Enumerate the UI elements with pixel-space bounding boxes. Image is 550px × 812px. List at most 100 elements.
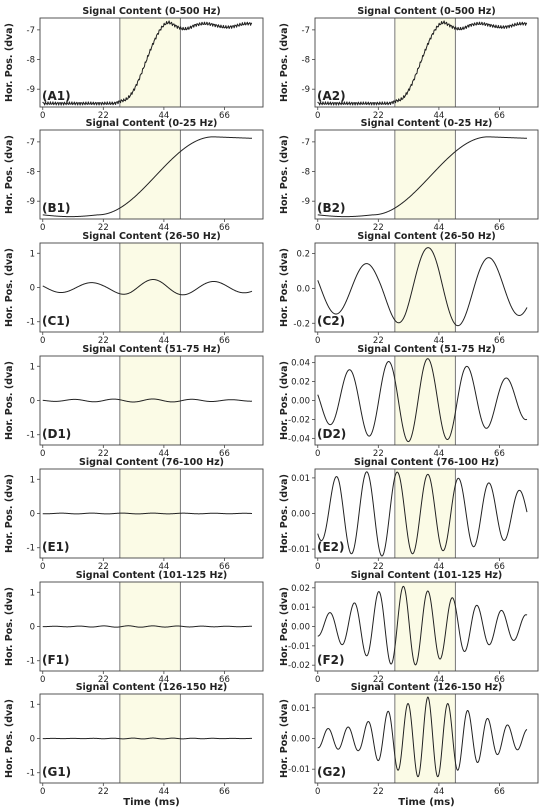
x-tick-label: 22 [373, 111, 384, 121]
x-tick-label: 0 [315, 675, 320, 685]
y-axis-label: Hor. Pos. (dva) [279, 23, 290, 102]
x-tick-label: 22 [98, 449, 109, 459]
panel-title: Signal Content (0-25 Hz) [361, 118, 493, 129]
plot-frame [39, 129, 264, 220]
shaded-interval [119, 243, 181, 332]
x-tick-label: 0 [40, 336, 45, 346]
x-tick-label: 44 [158, 111, 169, 121]
y-tick-label: 1 [30, 588, 35, 598]
x-axis-label: Time (ms) [123, 797, 179, 808]
shaded-interval [394, 356, 456, 445]
x-tick-label: 44 [158, 223, 169, 233]
x-tick-label: 22 [98, 562, 109, 572]
panel-f1: Signal Content (101-125 Hz) Hor. Pos. (dv… [4, 570, 264, 685]
panel-a2: Signal Content (0-500 Hz) Hor. Pos. (dva)… [279, 6, 539, 121]
y-tick-label: -8 [27, 56, 35, 66]
y-tick-label: -1 [27, 431, 35, 441]
x-tick-label: 44 [433, 111, 444, 121]
x-tick-label: 66 [219, 449, 230, 459]
panel-label: (G1) [42, 765, 71, 779]
panel-c1: Signal Content (26-50 Hz) Hor. Pos. (dva)… [4, 231, 264, 346]
y-axis-label: Hor. Pos. (dva) [4, 699, 15, 778]
y-tick-label: 0 [30, 397, 35, 407]
x-tick-label: 22 [373, 787, 384, 797]
y-axis-label: Hor. Pos. (dva) [4, 23, 15, 102]
panel-label: (D1) [42, 427, 71, 441]
x-tick-label: 0 [315, 223, 320, 233]
x-tick-label: 66 [494, 336, 505, 346]
y-axis-label: Hor. Pos. (dva) [279, 474, 290, 553]
x-axis-label: Time (ms) [398, 797, 454, 808]
y-tick-label: -8 [27, 168, 35, 178]
signal-line [42, 625, 253, 628]
y-tick-label: -0.04 [288, 434, 310, 444]
x-tick-label: 44 [433, 449, 444, 459]
panel-label: (D2) [317, 427, 346, 441]
x-tick-label: 66 [494, 449, 505, 459]
x-tick-label: 44 [433, 787, 444, 797]
y-axis-label: Hor. Pos. (dva) [4, 361, 15, 440]
panel-label: (F1) [42, 653, 70, 667]
plot-frame [314, 129, 539, 220]
shaded-interval [119, 18, 181, 107]
panel-label: (E1) [42, 540, 70, 554]
panel-label: (B2) [317, 201, 345, 215]
y-tick-label: 1 [30, 249, 35, 259]
y-tick-label: 0.01 [291, 704, 310, 714]
signal-line [317, 136, 528, 218]
x-tick-label: 44 [158, 787, 169, 797]
x-tick-label: 44 [433, 223, 444, 233]
y-tick-label: 1 [30, 475, 35, 485]
y-tick-label: -0.01 [288, 545, 310, 555]
y-tick-label: 0.04 [291, 359, 310, 369]
y-tick-label: -0.02 [288, 415, 310, 425]
panel-f2: Signal Content (101-125 Hz) Hor. Pos. (dv… [279, 570, 539, 685]
y-tick-label: 0.00 [291, 735, 310, 745]
y-tick-label: -9 [302, 85, 310, 95]
x-tick-label: 44 [433, 336, 444, 346]
panel-label: (A2) [317, 89, 346, 103]
x-tick-label: 44 [158, 449, 169, 459]
plot-frame [314, 17, 539, 108]
y-tick-label: -1 [27, 657, 35, 667]
y-axis-label: Hor. Pos. (dva) [279, 248, 290, 327]
y-tick-label: -0.01 [288, 765, 310, 775]
shaded-interval [394, 243, 456, 332]
x-tick-label: 0 [40, 787, 45, 797]
panel-title: Signal Content (76-100 Hz) [354, 457, 499, 468]
panel-e2: Signal Content (76-100 Hz) Hor. Pos. (dva… [279, 457, 539, 572]
signal-line [317, 696, 528, 778]
x-tick-label: 0 [40, 111, 45, 121]
y-axis-label: Hor. Pos. (dva) [4, 248, 15, 327]
panel-title: Signal Content (0-500 Hz) [82, 6, 220, 17]
panel-title: Signal Content (101-125 Hz) [76, 570, 228, 581]
x-tick-label: 0 [315, 111, 320, 121]
y-tick-label: -0.02 [288, 661, 310, 671]
y-tick-label: 0.00 [291, 397, 310, 407]
signal-line [42, 737, 253, 740]
y-tick-label: -1 [27, 544, 35, 554]
y-axis-label: Hor. Pos. (dva) [279, 699, 290, 778]
x-tick-label: 66 [219, 336, 230, 346]
y-tick-label: 0 [30, 284, 35, 294]
signal-line [317, 471, 528, 557]
panel-a1: Signal Content (0-500 Hz) Hor. Pos. (dva)… [4, 6, 264, 121]
y-tick-label: -9 [27, 197, 35, 207]
x-tick-label: 22 [98, 336, 109, 346]
y-tick-label: 0.02 [291, 378, 310, 388]
y-axis-label: Hor. Pos. (dva) [4, 587, 15, 666]
x-tick-label: 66 [494, 223, 505, 233]
panel-title: Signal Content (101-125 Hz) [351, 570, 503, 581]
x-tick-label: 0 [315, 449, 320, 459]
panel-title: Signal Content (26-50 Hz) [82, 231, 220, 242]
y-tick-label: 0.2 [296, 249, 310, 259]
x-tick-label: 22 [373, 675, 384, 685]
panel-b1: Signal Content (0-25 Hz) Hor. Pos. (dva) -… [4, 118, 264, 233]
x-tick-label: 22 [373, 562, 384, 572]
shaded-interval [394, 130, 456, 219]
signal-line [42, 20, 253, 106]
y-tick-label: -9 [27, 85, 35, 95]
x-tick-label: 22 [373, 449, 384, 459]
x-tick-label: 0 [40, 449, 45, 459]
